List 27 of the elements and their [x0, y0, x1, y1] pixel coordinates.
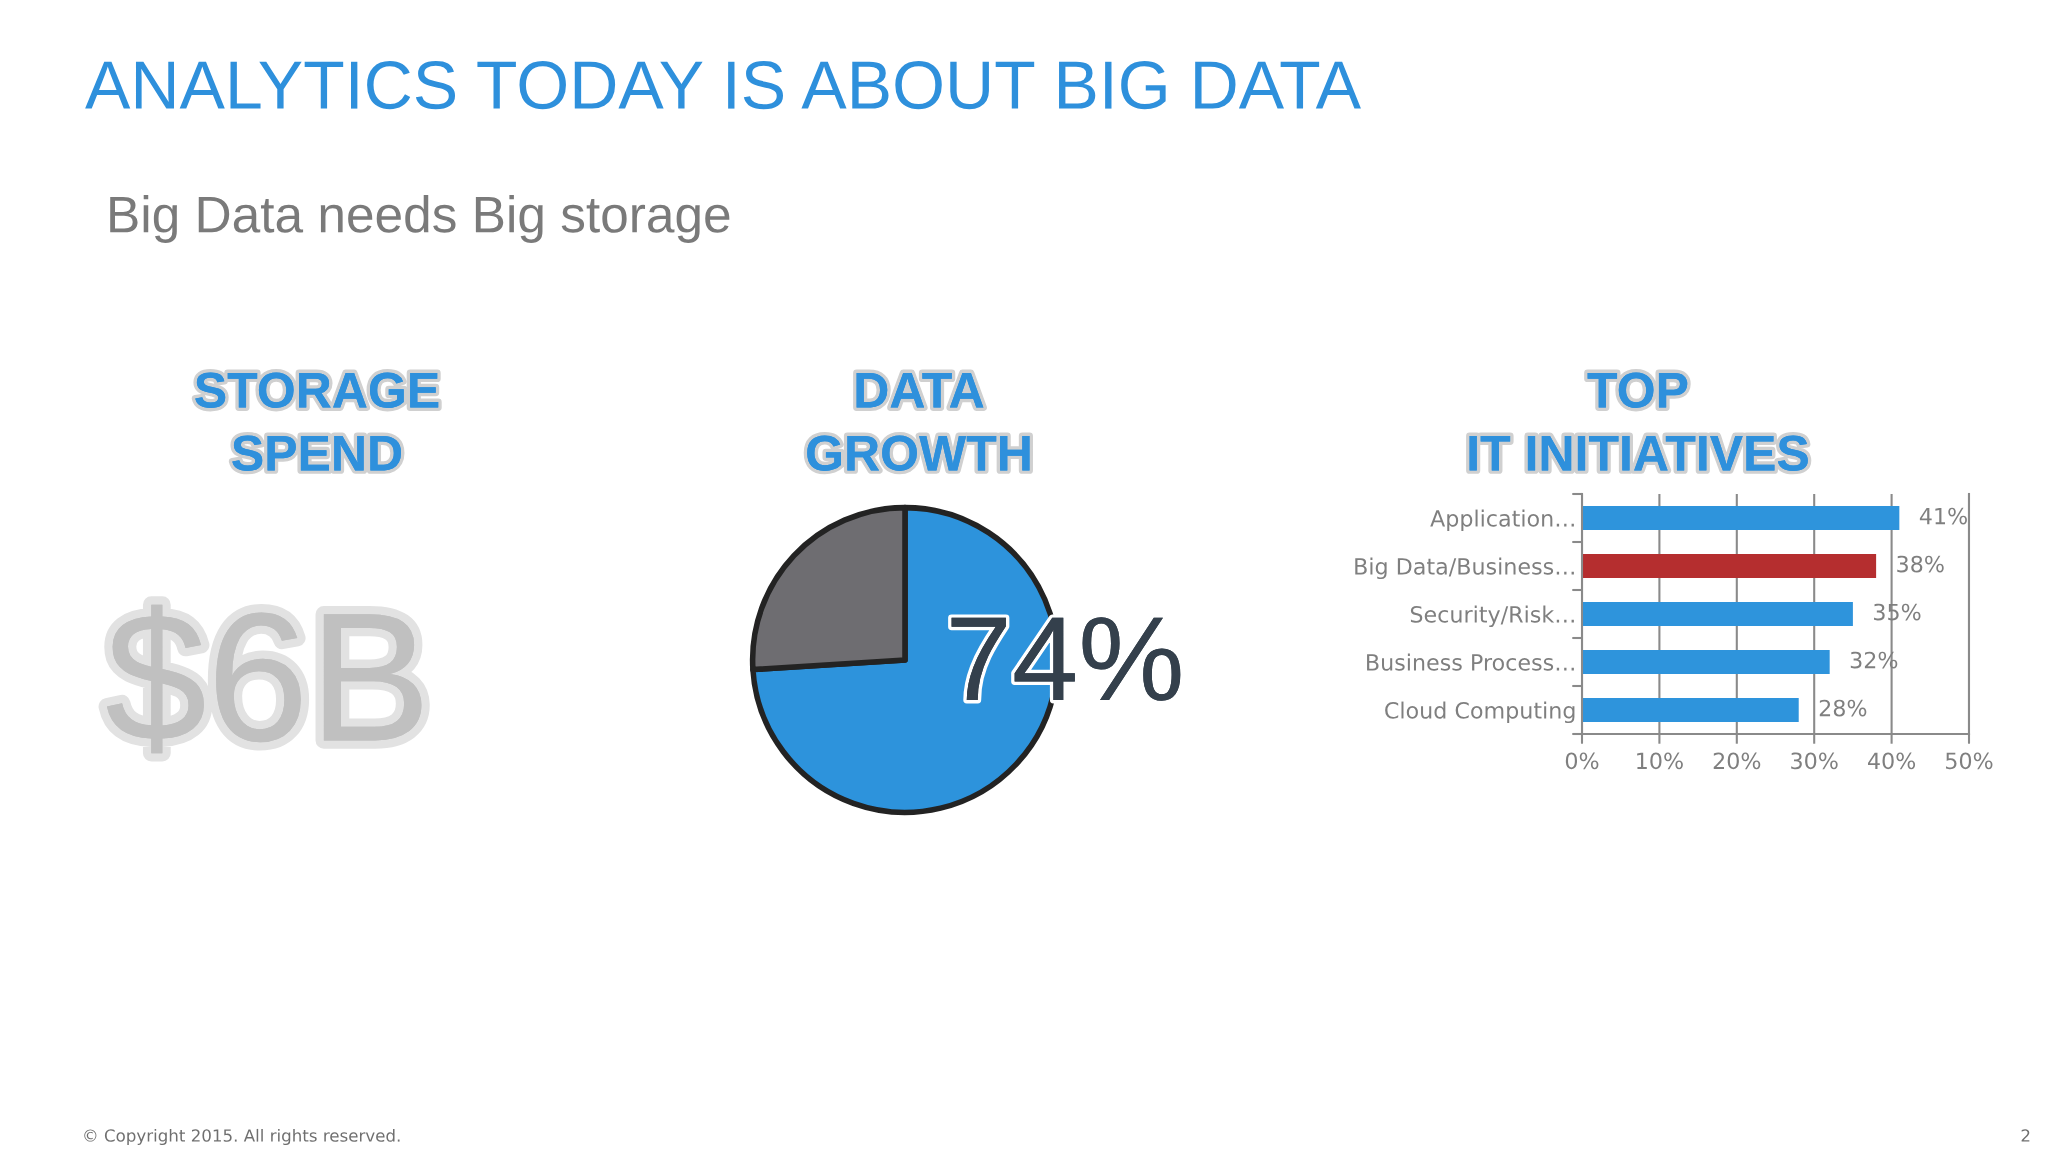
- data-label: 28%: [1819, 699, 1867, 717]
- text: $6B: [106, 604, 422, 754]
- text: Big Data needs Big storage: [110, 195, 730, 243]
- x-tick-label: 40%: [1867, 752, 1916, 770]
- x-tick-label: 50%: [1946, 752, 1993, 770]
- text: 2: [2021, 1129, 2030, 1142]
- y-tick-label: Business Process…: [1367, 653, 1574, 671]
- text: STORAGE SPEND: [195, 372, 439, 471]
- y-tick-label: Big Data/Business…: [1355, 557, 1574, 580]
- bar: [1582, 698, 1799, 722]
- chart-title: DATA GROWTH: [807, 373, 1030, 471]
- data-label: 38%: [1897, 555, 1944, 573]
- y-tick-label: Cloud Computing: [1385, 701, 1575, 724]
- x-tick-label: 20%: [1713, 752, 1761, 770]
- text: ANALYTICS TODAY IS ABOUT BIG DATA: [85, 61, 1361, 110]
- x-tick-label: 10%: [1637, 752, 1683, 770]
- bar: [1582, 506, 1900, 530]
- text: © Copyright 2015. All rights reserved.: [84, 1128, 400, 1146]
- x-tick-label: 30%: [1791, 752, 1838, 770]
- chart-title: TOP IT INITIATIVES: [1469, 372, 1808, 471]
- bar: [1582, 602, 1853, 626]
- y-tick-label: Security/Risk…: [1410, 605, 1574, 628]
- data-label: 41%: [1919, 507, 1967, 525]
- x-tick-label: 0%: [1565, 752, 1599, 770]
- y-tick-label: Application…: [1430, 509, 1574, 532]
- bar: [1582, 650, 1830, 674]
- bar: [1582, 554, 1877, 578]
